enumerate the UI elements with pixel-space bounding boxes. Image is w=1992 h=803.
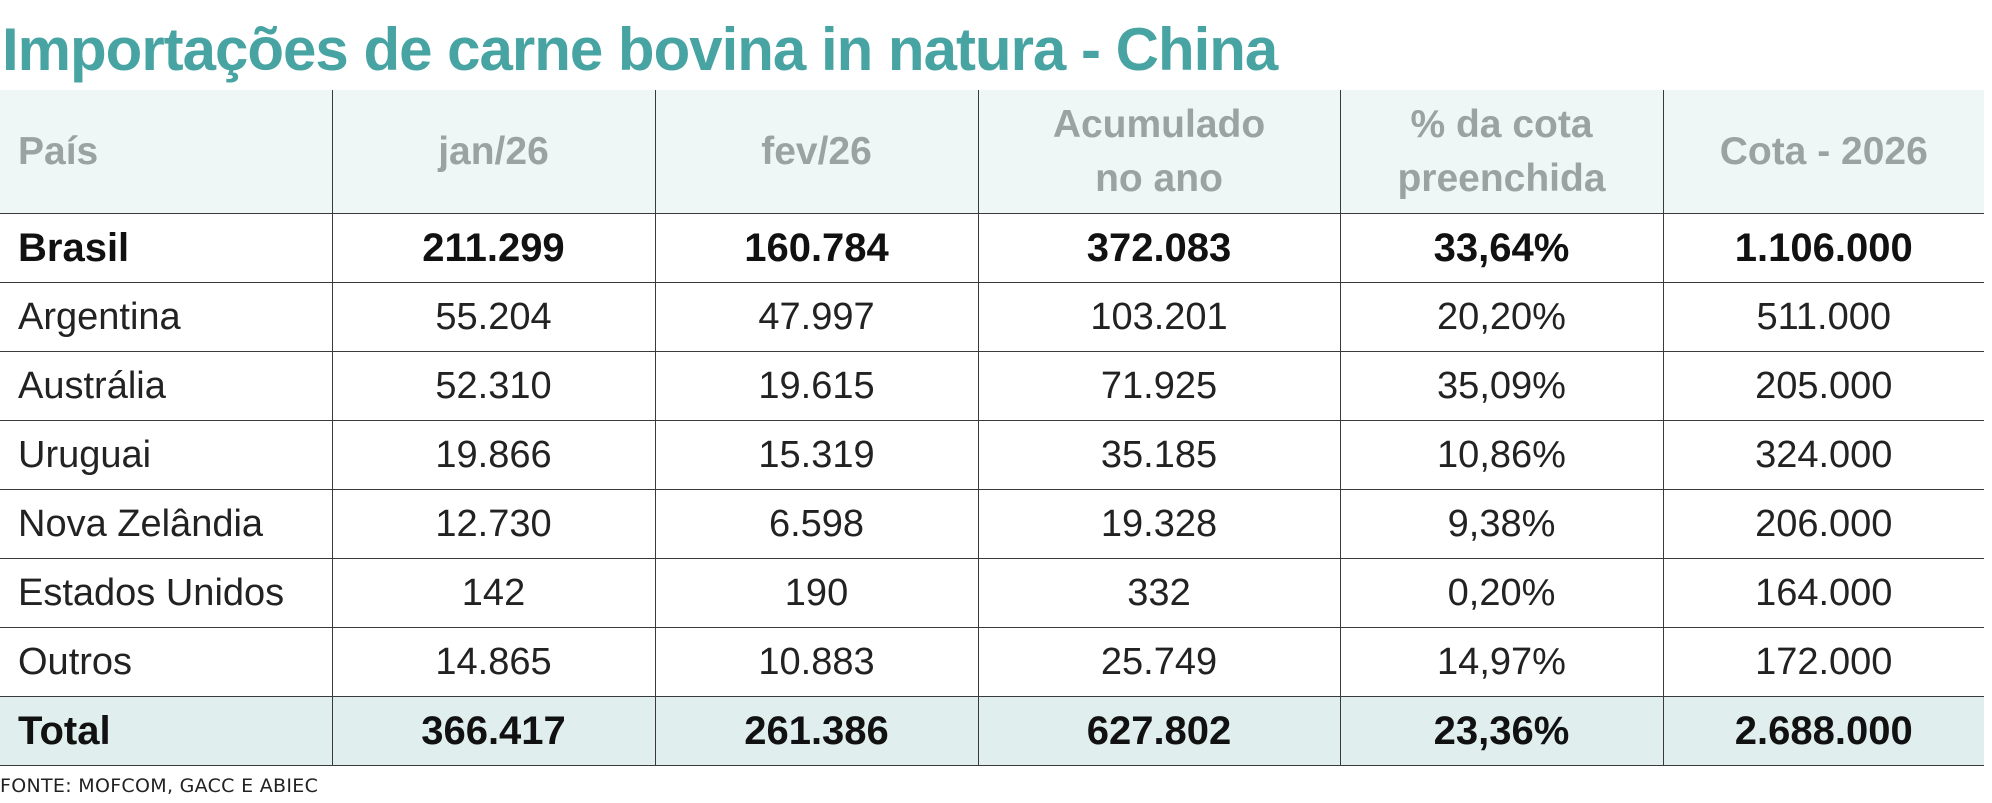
- header-cota: Cota - 2026: [1663, 90, 1984, 214]
- cell-jan: 55.204: [332, 282, 656, 352]
- table-row-australia: Austrália 52.310 19.615 71.925 35,09% 20…: [0, 351, 1984, 421]
- cell-acumulado: 372.083: [978, 213, 1341, 283]
- cell-fev: 6.598: [655, 489, 979, 559]
- header-pct-cota: % da cota preenchida: [1340, 90, 1664, 214]
- cell-acumulado: 71.925: [978, 351, 1341, 421]
- header-acumulado: Acumulado no ano: [978, 90, 1341, 214]
- header-row: País jan/26 fev/26 Acumulado no ano % da…: [0, 90, 1984, 214]
- table-row-argentina: Argentina 55.204 47.997 103.201 20,20% 5…: [0, 282, 1984, 352]
- cell-pais: Austrália: [0, 351, 333, 421]
- cell-jan: 142: [332, 558, 656, 628]
- cell-jan: 52.310: [332, 351, 656, 421]
- header-acumulado-line2: no ano: [1095, 156, 1223, 200]
- cell-pct: 10,86%: [1340, 420, 1664, 490]
- cell-cota: 206.000: [1663, 489, 1984, 559]
- table-row-outros: Outros 14.865 10.883 25.749 14,97% 172.0…: [0, 627, 1984, 697]
- table-row-uruguai: Uruguai 19.866 15.319 35.185 10,86% 324.…: [0, 420, 1984, 490]
- cell-fev: 190: [655, 558, 979, 628]
- cell-cota: 511.000: [1663, 282, 1984, 352]
- cell-fev: 160.784: [655, 213, 979, 283]
- header-acumulado-line1: Acumulado: [1052, 102, 1266, 146]
- table-body: Brasil 211.299 160.784 372.083 33,64% 1.…: [0, 213, 1984, 766]
- source-note: FONTE: MOFCOM, GACC E ABIEC: [0, 775, 319, 797]
- cell-pct: 9,38%: [1340, 489, 1664, 559]
- imports-table-container: País jan/26 fev/26 Acumulado no ano % da…: [0, 90, 1984, 766]
- cell-pct: 35,09%: [1340, 351, 1664, 421]
- table-header: País jan/26 fev/26 Acumulado no ano % da…: [0, 90, 1984, 214]
- cell-acumulado: 627.802: [978, 696, 1341, 766]
- cell-cota: 164.000: [1663, 558, 1984, 628]
- cell-acumulado: 25.749: [978, 627, 1341, 697]
- cell-jan: 19.866: [332, 420, 656, 490]
- cell-pais: Outros: [0, 627, 333, 697]
- table-row-nova-zelandia: Nova Zelândia 12.730 6.598 19.328 9,38% …: [0, 489, 1984, 559]
- table-row-brasil: Brasil 211.299 160.784 372.083 33,64% 1.…: [0, 213, 1984, 283]
- header-pct-cota-line1: % da cota: [1410, 102, 1593, 146]
- cell-cota: 324.000: [1663, 420, 1984, 490]
- cell-fev: 19.615: [655, 351, 979, 421]
- cell-pais: Total: [0, 696, 333, 766]
- cell-pct: 20,20%: [1340, 282, 1664, 352]
- table-row-estados-unidos: Estados Unidos 142 190 332 0,20% 164.000: [0, 558, 1984, 628]
- cell-jan: 211.299: [332, 213, 656, 283]
- header-pct-cota-line2: preenchida: [1397, 156, 1606, 200]
- cell-cota: 2.688.000: [1663, 696, 1984, 766]
- cell-acumulado: 19.328: [978, 489, 1341, 559]
- cell-fev: 15.319: [655, 420, 979, 490]
- cell-cota: 205.000: [1663, 351, 1984, 421]
- page-title: Importações de carne bovina in natura - …: [2, 16, 1278, 83]
- cell-pct: 23,36%: [1340, 696, 1664, 766]
- header-pais: País: [0, 90, 333, 214]
- cell-jan: 12.730: [332, 489, 656, 559]
- cell-pais: Estados Unidos: [0, 558, 333, 628]
- table-row-total: Total 366.417 261.386 627.802 23,36% 2.6…: [0, 696, 1984, 766]
- cell-jan: 366.417: [332, 696, 656, 766]
- cell-pct: 0,20%: [1340, 558, 1664, 628]
- cell-fev: 10.883: [655, 627, 979, 697]
- cell-cota: 172.000: [1663, 627, 1984, 697]
- imports-table: País jan/26 fev/26 Acumulado no ano % da…: [0, 90, 1984, 766]
- cell-pais: Argentina: [0, 282, 333, 352]
- cell-fev: 261.386: [655, 696, 979, 766]
- cell-pais: Nova Zelândia: [0, 489, 333, 559]
- cell-acumulado: 103.201: [978, 282, 1341, 352]
- cell-pct: 14,97%: [1340, 627, 1664, 697]
- cell-pais: Uruguai: [0, 420, 333, 490]
- cell-pct: 33,64%: [1340, 213, 1664, 283]
- cell-acumulado: 35.185: [978, 420, 1341, 490]
- cell-cota: 1.106.000: [1663, 213, 1984, 283]
- cell-acumulado: 332: [978, 558, 1341, 628]
- header-jan: jan/26: [332, 90, 656, 214]
- cell-fev: 47.997: [655, 282, 979, 352]
- cell-pais: Brasil: [0, 213, 333, 283]
- cell-jan: 14.865: [332, 627, 656, 697]
- header-fev: fev/26: [655, 90, 979, 214]
